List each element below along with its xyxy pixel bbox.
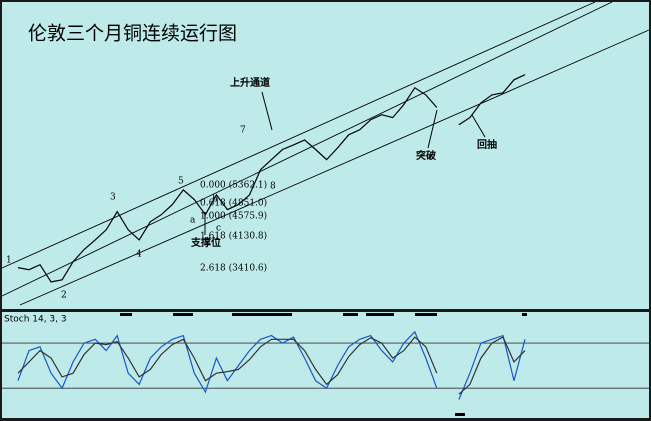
fib-label: 2.618 (3410.6) — [200, 263, 267, 274]
wave-label: 1 — [6, 256, 12, 266]
wave-label: 8 — [270, 182, 276, 192]
stoch-panel — [2, 312, 649, 418]
fib-label: 1.000 (4575.9) — [200, 211, 267, 222]
annotation: 突破 — [416, 149, 436, 162]
channel — [1, 1, 650, 306]
series-line — [17, 330, 526, 400]
wave-label: 3 — [110, 193, 116, 203]
price-panel — [2, 2, 649, 309]
wave-label: 2 — [61, 291, 67, 301]
fib-label: 0.618 (4851.0) — [200, 198, 267, 209]
annotation: 支撑位 — [190, 236, 221, 249]
wave-label: 7 — [240, 126, 246, 136]
annotation: 回抽 — [477, 138, 497, 151]
wave-label: a — [190, 216, 196, 226]
series-line — [17, 336, 526, 395]
wave-label: 5 — [178, 177, 184, 187]
annotation: 上升通道 — [230, 76, 270, 89]
series-line — [17, 74, 526, 283]
chart-title: 伦敦三个月铜连续运行图 — [28, 23, 237, 45]
arrow — [471, 114, 486, 138]
signal-bars — [120, 313, 527, 416]
wave-label: b — [212, 195, 218, 205]
fib-label: 0.000 (5362.1) — [200, 180, 267, 191]
wave-label: c — [216, 224, 221, 234]
arrow — [261, 91, 273, 131]
wave-label: 4 — [136, 250, 142, 260]
arrow — [427, 109, 438, 149]
panel-title: Stoch 14, 3, 3 — [4, 315, 67, 325]
fib-label: 1.618 (4130.8) — [200, 231, 267, 242]
